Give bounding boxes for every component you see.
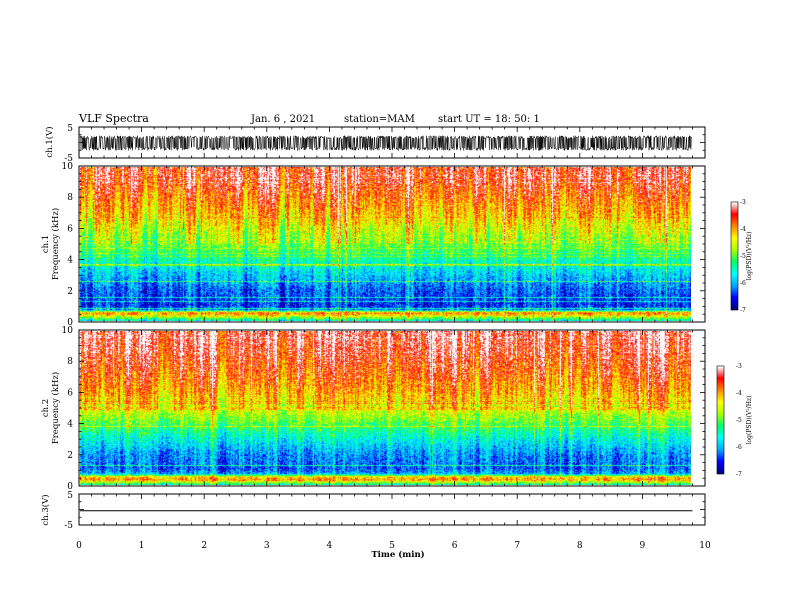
ch2-cb-tick-7: -7 (736, 471, 742, 478)
ch1-waveform-trace (79, 134, 693, 152)
ch1-waveform-ticks (78, 126, 706, 159)
freq-tick-label: 8 (67, 357, 73, 367)
ch2-spectrogram-ticks (78, 329, 706, 487)
header-date: Jan. 6 , 2021 (250, 114, 315, 125)
ch3-ytick-bottom: -5 (64, 521, 73, 531)
ch1-frequency-axis-label: Frequency (kHz) (50, 208, 61, 280)
ch1-spectrogram-ylabel: ch.1 (41, 235, 51, 253)
ch3-waveform-ylabel: ch.3(V) (40, 494, 51, 525)
time-tick-label: 0 (76, 541, 82, 551)
ch2-cb-tick-3: -3 (736, 363, 742, 370)
ch2-spectrogram-ylabel: ch.2 (41, 399, 51, 417)
header-station: station=MAM (344, 114, 415, 125)
freq-tick-label: 6 (67, 224, 73, 234)
freq-tick-label: 0 (67, 482, 73, 492)
time-axis-label: Time (min) (371, 549, 424, 560)
panel-ch1-spectrogram: 0 2 4 6 8 10 ch.1 Frequency (kHz) -3 -4 -5 -6… (41, 162, 753, 328)
ch1-colorbar-label: log(PSD)(V²/Hz) (746, 232, 753, 281)
ch1-waveform-path (79, 134, 693, 152)
ch1-colorbar-ticks: -3 -4 -5 -6 -7 (740, 199, 746, 314)
ch2-frequency-axis-label: Frequency (kHz) (50, 372, 61, 444)
freq-tick-label: 0 (67, 318, 73, 328)
ch1-spectrogram-ticks (78, 165, 706, 323)
freq-tick-label: 10 (62, 162, 74, 172)
ch2-colorbar-label: log(PSD)(V²/Hz) (746, 396, 753, 445)
ch2-cb-tick-4: -4 (736, 390, 742, 397)
ch1-cb-tick-5: -5 (740, 253, 746, 260)
ch1-ytick-bottom: -5 (64, 154, 73, 164)
ch1-colorbar-gradient (731, 202, 738, 310)
freq-tick-label: 8 (67, 193, 73, 203)
ch1-waveform-ylabel: ch.1(V) (44, 126, 55, 157)
time-tick-label: 2 (201, 541, 207, 551)
figure-title: VLF Spectra (78, 112, 149, 125)
freq-tick-label: 6 (67, 388, 73, 398)
ch2-colorbar-frame (716, 365, 725, 475)
ch2-cb-tick-6: -6 (736, 444, 742, 451)
panel-ch2-spectrogram: 0 2 4 6 8 10 ch.2 Frequency (kHz) -3 -4 -5 -6… (41, 326, 753, 492)
ch1-frequency-tick-labels: 0 2 4 6 8 10 (62, 162, 74, 328)
panel-ch1-waveform: 5 -5 ch.1(V) (44, 124, 706, 164)
ch1-cb-tick-3: -3 (740, 199, 746, 206)
time-tick-label: 4 (327, 541, 333, 551)
ch2-frequency-tick-labels: 0 2 4 6 8 10 (62, 326, 74, 492)
ch2-colorbar-gradient (717, 366, 724, 474)
ch2-cb-tick-5: -5 (736, 417, 742, 424)
time-tick-label: 6 (452, 541, 458, 551)
figure-header: VLF Spectra Jan. 6 , 2021 station=MAM st… (78, 112, 540, 125)
ch1-colorbar-frame (730, 201, 739, 311)
time-axis-tick-labels: 0 1 2 3 4 5 6 7 8 9 10 (76, 541, 711, 551)
ch1-spectrogram-image (80, 167, 691, 321)
ch2-spectrogram-image (80, 331, 691, 485)
time-tick-label: 5 (389, 541, 395, 551)
freq-tick-label: 2 (67, 451, 73, 461)
ch1-cb-tick-4: -4 (740, 226, 746, 233)
ch1-ytick-top: 5 (67, 124, 73, 134)
freq-tick-label: 2 (67, 287, 73, 297)
time-tick-label: 8 (577, 541, 583, 551)
ch3-waveform-ticks (78, 493, 706, 526)
header-start-ut: start UT = 18: 50: 1 (438, 114, 540, 125)
panel-ch3-waveform: 5 -5 ch.3(V) (40, 491, 706, 531)
time-tick-label: 10 (699, 541, 711, 551)
ch3-ytick-top: 5 (67, 491, 73, 501)
freq-tick-label: 10 (62, 326, 74, 336)
freq-tick-label: 4 (67, 420, 73, 430)
time-tick-label: 9 (640, 541, 646, 551)
ch2-colorbar-ticks: -3 -4 -5 -6 -7 (736, 363, 742, 478)
time-tick-label: 7 (514, 541, 520, 551)
time-tick-label: 1 (139, 541, 145, 551)
time-tick-label: 3 (264, 541, 270, 551)
ch1-cb-tick-6: -6 (740, 280, 746, 287)
ch1-cb-tick-7: -7 (740, 307, 746, 314)
freq-tick-label: 4 (67, 256, 73, 266)
